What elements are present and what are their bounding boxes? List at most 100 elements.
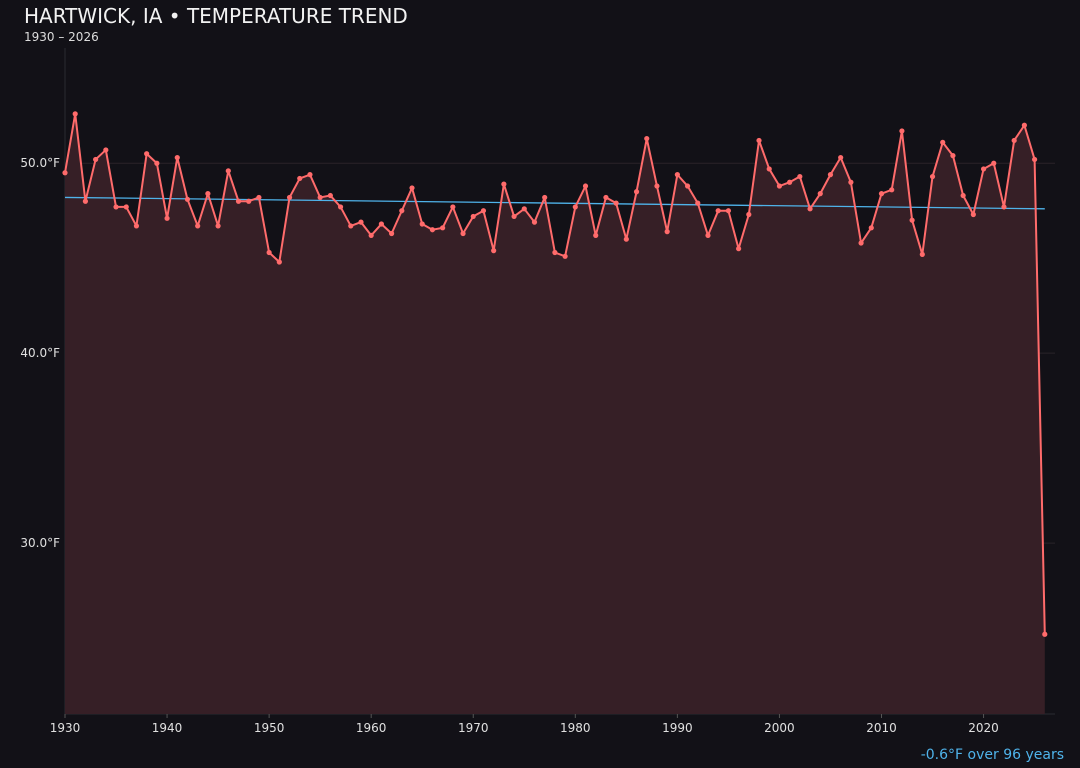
data-point: [582, 183, 589, 189]
area-fill: [65, 113, 1045, 715]
data-point: [501, 181, 507, 187]
y-tick-label: 50.0°F: [20, 156, 60, 170]
data-point: [480, 208, 487, 214]
data-point: [807, 206, 813, 212]
x-tick-label: 1960: [356, 721, 387, 735]
data-point: [246, 198, 252, 204]
data-point: [725, 208, 732, 214]
data-point: [1001, 204, 1007, 210]
chart-subtitle: 1930 – 2026: [24, 30, 99, 44]
data-point: [991, 160, 997, 166]
data-point: [409, 185, 415, 191]
data-point: [399, 208, 405, 214]
x-tick-label: 2020: [968, 721, 999, 735]
data-point: [715, 208, 721, 214]
data-point: [623, 236, 629, 242]
data-point: [899, 128, 905, 134]
data-point: [113, 204, 119, 210]
data-point: [950, 153, 956, 159]
trend-line: [64, 196, 1045, 210]
data-point: [787, 179, 793, 185]
data-point: [154, 160, 160, 166]
data-point: [266, 249, 272, 256]
data-point: [450, 204, 456, 210]
data-point: [531, 219, 538, 225]
data-point: [460, 230, 466, 237]
data-point: [878, 191, 885, 197]
data-point: [542, 194, 548, 201]
data-point: [429, 227, 436, 233]
data-point: [195, 223, 201, 229]
data-point: [62, 170, 68, 176]
y-tick-label: 30.0°F: [20, 536, 60, 550]
data-point: [470, 213, 476, 220]
x-tick-label: 1990: [662, 721, 693, 735]
data-point: [674, 172, 680, 178]
data-point: [164, 215, 170, 221]
data-point: [572, 204, 578, 210]
x-tick-label: 2000: [764, 721, 795, 735]
data-point: [756, 137, 762, 144]
data-point: [889, 187, 895, 193]
data-point: [797, 173, 803, 180]
data-point: [848, 179, 854, 185]
data-point: [593, 232, 599, 239]
data-point: [144, 151, 150, 157]
x-tick-label: 1930: [50, 721, 81, 735]
data-point: [838, 154, 844, 161]
data-point: [980, 166, 987, 172]
data-point: [358, 219, 364, 225]
data-point: [1011, 137, 1017, 144]
data-point: [388, 230, 395, 237]
data-point: [684, 183, 691, 189]
data-point: [215, 223, 221, 229]
data-point: [960, 192, 966, 199]
data-point: [1031, 156, 1038, 163]
data-point: [827, 172, 834, 178]
x-tick-label: 1950: [254, 721, 285, 735]
data-point: [174, 154, 180, 161]
data-point: [817, 191, 823, 197]
data-point: [562, 253, 568, 259]
data-point: [235, 198, 242, 204]
data-point: [664, 229, 670, 235]
data-point: [1042, 631, 1048, 637]
data-point: [276, 259, 282, 265]
data-point: [511, 213, 517, 220]
data-point: [368, 232, 374, 239]
x-tick-label: 1970: [458, 721, 489, 735]
data-point: [256, 194, 262, 201]
data-point: [633, 189, 640, 195]
data-point: [858, 240, 864, 246]
data-point: [133, 223, 140, 229]
data-point: [552, 249, 558, 256]
x-tick-label: 1940: [152, 721, 183, 735]
data-point: [521, 206, 527, 212]
data-point: [225, 168, 231, 174]
data-point: [317, 194, 323, 201]
data-point: [72, 111, 78, 117]
data-point: [603, 194, 609, 201]
data-point: [654, 183, 660, 189]
data-point: [82, 198, 89, 204]
data-point: [327, 192, 333, 199]
data-point: [705, 232, 711, 239]
data-point: [307, 172, 313, 178]
data-point: [1021, 122, 1027, 128]
data-point: [746, 211, 752, 218]
x-tick-label: 2010: [866, 721, 897, 735]
data-point: [440, 225, 446, 231]
chart-title: HARTWICK, IA • TEMPERATURE TREND: [24, 4, 408, 28]
data-point: [491, 248, 497, 254]
trend-annotation: -0.6°F over 96 years: [920, 747, 1064, 763]
data-point: [940, 139, 946, 145]
y-tick-label: 40.0°F: [20, 346, 60, 360]
data-point: [909, 217, 915, 223]
data-point: [776, 183, 783, 189]
data-point: [929, 173, 936, 180]
data-point: [348, 223, 354, 229]
data-point: [644, 135, 650, 142]
data-point: [123, 204, 129, 210]
data-point: [184, 196, 191, 202]
